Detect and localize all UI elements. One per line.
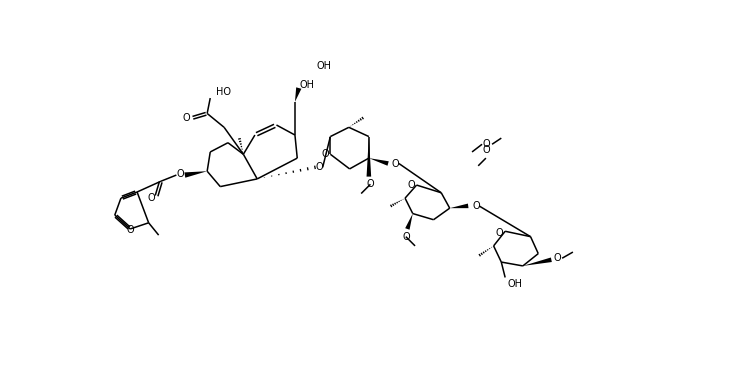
Polygon shape [184,171,207,178]
Text: OH: OH [507,279,523,289]
Text: O: O [176,169,184,179]
Text: O: O [126,225,134,235]
Text: HO: HO [216,87,232,97]
Text: OH: OH [300,80,315,90]
Polygon shape [366,137,371,177]
Text: O: O [147,193,155,203]
Text: O: O [322,149,330,159]
Text: O: O [183,113,190,123]
Polygon shape [405,213,413,230]
Text: O: O [496,228,504,238]
Text: OH: OH [317,61,332,71]
Text: O: O [366,179,374,189]
Text: O: O [407,180,415,190]
Text: O: O [392,159,400,169]
Text: O: O [472,201,480,211]
Text: O: O [402,232,409,242]
Polygon shape [523,258,552,266]
Text: O: O [482,139,490,149]
Text: O: O [482,145,490,155]
Polygon shape [369,158,389,166]
Polygon shape [295,87,301,102]
Text: O: O [553,253,561,263]
Polygon shape [450,204,469,208]
Text: O: O [316,162,323,172]
